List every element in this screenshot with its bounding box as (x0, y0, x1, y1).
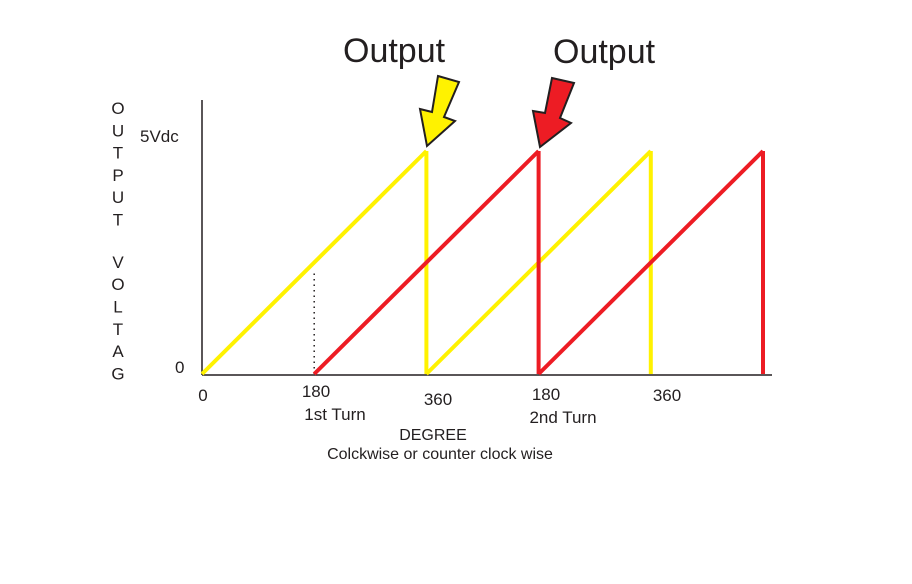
x-tick-label: 360 (653, 386, 681, 405)
x-axis-label: DEGREE (399, 427, 467, 444)
y-axis-label-letter: V (112, 253, 124, 272)
arrow-yellow-icon (418, 74, 461, 148)
y-axis-label-letter: G (111, 364, 124, 383)
y-axis-label-letter: U (112, 188, 124, 207)
y-axis-label-letter: O (111, 99, 124, 118)
y-axis-label-letter: T (113, 211, 123, 230)
x-tick-sublabel: 2nd Turn (529, 408, 596, 427)
x-tick-labels: 0 180 1st Turn 360 180 2nd Turn 360 (198, 382, 681, 427)
x-tick-label: 180 (532, 385, 560, 404)
red-series-segment (312, 149, 541, 376)
yellow-series-segment (200, 149, 428, 376)
y-axis-label-letter: P (112, 166, 123, 185)
series-layer (200, 149, 765, 376)
y-axis-label-letter: L (113, 298, 122, 317)
x-tick-label: 180 (302, 382, 330, 401)
y-axis-label-letter: T (113, 320, 123, 339)
x-tick-label: 0 (198, 386, 207, 405)
y-axis-label-letter: T (113, 144, 123, 163)
y-tick-top: 5Vdc (140, 127, 179, 146)
x-tick-sublabel: 1st Turn (304, 405, 365, 424)
output-label-red: Output (553, 33, 656, 71)
y-tick-bottom: 0 (175, 358, 184, 377)
y-axis-label-letter: A (112, 342, 124, 361)
arrow-red-icon (531, 76, 576, 149)
red-series-segment (537, 149, 765, 376)
x-tick-label: 360 (424, 390, 452, 409)
y-axis-label-letter: O (111, 275, 124, 294)
output-label-yellow: Output (343, 32, 446, 70)
y-axis-label-letter: U (112, 121, 124, 140)
x-axis-caption: Colckwise or counter clock wise (327, 446, 553, 463)
